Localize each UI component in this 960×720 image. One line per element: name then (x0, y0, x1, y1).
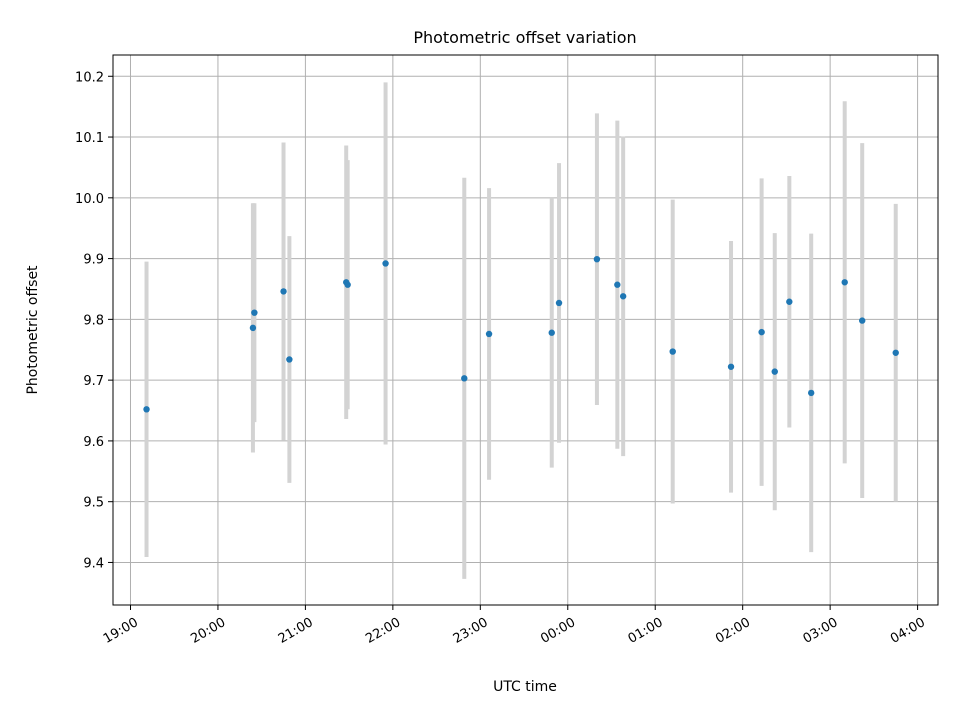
x-tick-label: 23:00 (451, 615, 491, 647)
data-point (593, 255, 601, 263)
data-point (286, 356, 293, 363)
x-tick-label: 21:00 (276, 615, 316, 647)
data-point (485, 330, 493, 338)
data-point (841, 279, 848, 286)
y-tick-label: 10.0 (75, 192, 104, 207)
grid-lines (113, 55, 938, 605)
y-tick-label: 9.9 (83, 253, 104, 268)
plot-frame (112, 54, 939, 606)
x-tick-label: 19:00 (101, 615, 141, 647)
y-tick-label: 9.5 (83, 496, 104, 511)
y-axis-ticks: 9.4 9.5 9.6 9.7 9.8 9.9 10.0 10.1 10.2 (75, 70, 113, 571)
data-point (251, 309, 258, 316)
data-point (892, 349, 899, 356)
x-tick-label: 02:00 (713, 615, 753, 647)
error-bars (144, 82, 898, 579)
data-point (555, 299, 563, 307)
data-point (280, 288, 287, 295)
data-point (344, 281, 351, 288)
data-point (669, 348, 676, 355)
data-point (249, 324, 257, 332)
data-point (614, 281, 621, 288)
x-axis-ticks: 19:00 20:00 21:00 22:00 23:00 00:00 01:00 02:00… (101, 605, 928, 647)
y-tick-label: 9.7 (83, 374, 104, 389)
y-axis-label: Photometric offset (25, 265, 41, 395)
data-point (859, 317, 866, 324)
data-point (461, 375, 468, 382)
y-tick-label: 10.1 (75, 131, 104, 146)
data-point (619, 293, 627, 300)
y-tick-label: 9.4 (83, 556, 104, 571)
x-tick-label: 00:00 (538, 615, 578, 647)
y-tick-label: 9.8 (83, 313, 104, 328)
data-point (548, 329, 555, 336)
x-tick-label: 22:00 (363, 615, 403, 647)
data-point (771, 368, 778, 375)
chart-title: Photometric offset variation (413, 28, 636, 47)
data-point (786, 298, 793, 305)
x-tick-label: 04:00 (888, 615, 928, 647)
x-tick-label: 20:00 (188, 615, 228, 647)
x-tick-label: 01:00 (626, 615, 666, 647)
data-point (758, 328, 765, 336)
data-point (143, 406, 150, 413)
data-points (143, 255, 899, 413)
x-tick-label: 03:00 (801, 615, 841, 647)
x-axis-label: UTC time (493, 679, 557, 695)
data-point (727, 363, 735, 370)
y-tick-label: 10.2 (75, 70, 104, 85)
data-point (807, 389, 815, 397)
data-point (382, 260, 389, 267)
y-tick-label: 9.6 (83, 435, 104, 450)
